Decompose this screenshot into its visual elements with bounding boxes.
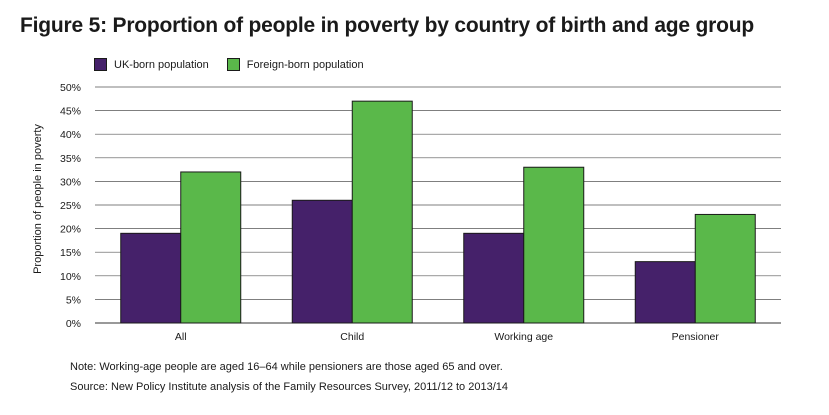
x-tick-label: Pensioner <box>672 331 720 343</box>
y-tick-label: 45% <box>60 106 81 118</box>
y-tick-label: 0% <box>66 318 81 330</box>
bar-uk-born <box>463 232 525 324</box>
y-tick-label: 10% <box>60 271 81 283</box>
y-tick-label: 50% <box>60 82 81 94</box>
legend-swatch-uk-born <box>94 58 107 71</box>
y-tick-label: 20% <box>60 224 81 236</box>
bar-foreign-born <box>351 100 413 324</box>
legend-label-foreign-born: Foreign-born population <box>246 58 364 71</box>
x-tick-label: All <box>175 331 187 343</box>
legend-label-uk-born: UK-born population <box>114 58 209 71</box>
bar-foreign-born <box>180 171 242 324</box>
chart-legend: UK-born population Foreign-born populati… <box>94 58 382 71</box>
chart-note: Note: Working-age people are aged 16–64 … <box>70 361 503 373</box>
y-tick-label: 40% <box>60 129 81 141</box>
chart-source: Source: New Policy Institute analysis of… <box>70 381 508 393</box>
legend-item-foreign-born: Foreign-born population <box>226 58 364 71</box>
y-axis-label: Proportion of people in poverty <box>32 124 44 274</box>
legend-item-uk-born: UK-born population <box>94 58 209 71</box>
bar-foreign-born <box>694 213 756 324</box>
bars <box>120 100 756 324</box>
y-tick-label: 15% <box>60 247 81 259</box>
bar-foreign-born <box>523 166 585 324</box>
chart-title: Figure 5: Proportion of people in povert… <box>20 14 755 37</box>
legend-swatch-foreign-born <box>226 58 240 71</box>
y-tick-label: 30% <box>60 176 81 188</box>
x-tick-label: Working age <box>494 331 553 343</box>
bar-uk-born <box>291 199 353 324</box>
y-tick-label: 25% <box>60 200 81 212</box>
x-axis-tick-labels: All Child Working age Pensioner <box>175 331 719 343</box>
bar-uk-born <box>120 232 182 324</box>
x-tick-label: Child <box>340 331 364 343</box>
y-tick-label: 5% <box>66 294 81 306</box>
y-tick-label: 35% <box>60 153 81 165</box>
bar-uk-born <box>634 261 696 324</box>
y-axis-tick-labels: 0% 5% 10% 15% 20% 25% 30% 35% 40% 45% 50% <box>60 82 81 330</box>
